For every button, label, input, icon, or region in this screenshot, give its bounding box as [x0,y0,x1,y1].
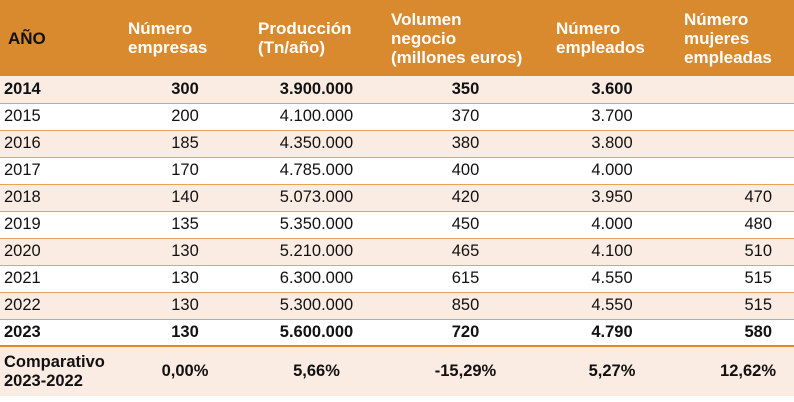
cell-volumen: 720 [383,319,548,347]
comparativo-empleados: 5,27% [588,362,636,380]
cell-volumen: 420 [383,184,548,212]
cell-empresas: 300 [120,76,250,104]
cell-produccion: 5.300.000 [250,292,383,320]
cell-empleados: 4.000 [548,211,676,239]
cell-empleados: 3.800 [548,130,676,158]
cell-mujeres [676,130,794,158]
table-row: 2016 185 4.350.000 380 3.800 [0,130,794,158]
cell-mujeres: 515 [676,292,794,320]
cell-year: 2014 [0,76,120,104]
cell-empleados: 4.550 [548,292,676,320]
cell-year: 2021 [0,265,120,293]
cell-empleados: 4.000 [548,157,676,185]
header-year: AÑO [8,28,46,48]
cell-empresas: 170 [120,157,250,185]
comparativo-empresas: 0,00% [161,362,209,380]
cell-empresas: 135 [120,211,250,239]
cell-empleados: 4.790 [548,319,676,347]
cell-empleados: 4.550 [548,265,676,293]
cell-year: 2019 [0,211,120,239]
cell-mujeres: 470 [676,184,794,212]
table-row: 2018 140 5.073.000 420 3.950 470 [0,184,794,212]
cell-produccion: 4.785.000 [250,157,383,185]
cell-empleados: 4.100 [548,238,676,266]
header-mujeres: Número mujeres empleadas [684,9,772,67]
table-row: 2021 130 6.300.000 615 4.550 515 [0,265,794,293]
cell-produccion: 5.210.000 [250,238,383,266]
cell-year: 2022 [0,292,120,320]
cell-empresas: 130 [120,319,250,347]
comparativo-label: Comparativo 2023-2022 [4,352,105,390]
table-row: 2014 300 3.900.000 350 3.600 [0,76,794,104]
table-row: 2015 200 4.100.000 370 3.700 [0,103,794,131]
cell-produccion: 3.900.000 [250,76,383,104]
header-row: AÑO Número empresas Producción (Tn/año) … [0,0,794,76]
cell-volumen: 380 [383,130,548,158]
table-row: 2020 130 5.210.000 465 4.100 510 [0,238,794,266]
table-row: 2023 130 5.600.000 720 4.790 580 [0,319,794,347]
table-row: 2022 130 5.300.000 850 4.550 515 [0,292,794,320]
header-empleados: Número empleados [556,19,645,57]
cell-volumen: 350 [383,76,548,104]
cell-empleados: 3.950 [548,184,676,212]
header-produccion: Producción (Tn/año) [258,19,352,57]
comparativo-produccion: 5,66% [293,362,340,380]
cell-year: 2017 [0,157,120,185]
cell-volumen: 400 [383,157,548,185]
cell-mujeres [676,76,794,104]
cell-volumen: 370 [383,103,548,131]
cell-empresas: 185 [120,130,250,158]
cell-mujeres [676,103,794,131]
cell-year: 2018 [0,184,120,212]
comparativo-volumen: -15,29% [434,362,497,380]
cell-mujeres [676,157,794,185]
cell-volumen: 465 [383,238,548,266]
comparativo-mujeres: 12,62% [720,362,776,380]
cell-produccion: 5.073.000 [250,184,383,212]
cell-produccion: 5.600.000 [250,319,383,347]
cell-volumen: 850 [383,292,548,320]
cell-year: 2016 [0,130,120,158]
table-row: 2019 135 5.350.000 450 4.000 480 [0,211,794,239]
cell-produccion: 4.350.000 [250,130,383,158]
header-empresas: Número empresas [128,19,208,57]
cell-volumen: 615 [383,265,548,293]
cell-year: 2023 [0,319,120,347]
cell-empresas: 130 [120,292,250,320]
table-row: 2017 170 4.785.000 400 4.000 [0,157,794,185]
cell-volumen: 450 [383,211,548,239]
header-volumen: Volumen negocio (millones euros) [391,9,523,67]
cell-year: 2020 [0,238,120,266]
cell-produccion: 6.300.000 [250,265,383,293]
cell-empleados: 3.700 [548,103,676,131]
cell-mujeres: 480 [676,211,794,239]
comparativo-row: Comparativo 2023-2022 0,00% 5,66% -15,29… [0,346,794,396]
cell-empleados: 3.600 [548,76,676,104]
cell-produccion: 4.100.000 [250,103,383,131]
cell-produccion: 5.350.000 [250,211,383,239]
cell-mujeres: 580 [676,319,794,347]
cell-empresas: 140 [120,184,250,212]
cell-mujeres: 510 [676,238,794,266]
cell-mujeres: 515 [676,265,794,293]
cell-empresas: 130 [120,265,250,293]
cell-empresas: 130 [120,238,250,266]
cell-empresas: 200 [120,103,250,131]
cell-year: 2015 [0,103,120,131]
